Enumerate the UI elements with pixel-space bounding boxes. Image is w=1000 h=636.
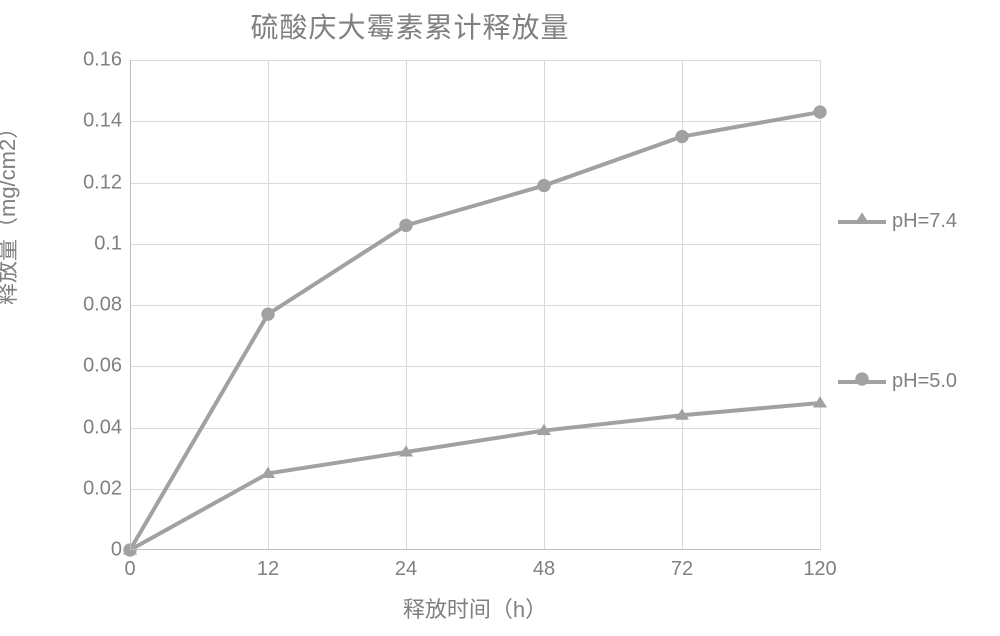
x-tick-label: 0	[124, 558, 135, 581]
series-line	[123, 105, 826, 556]
chart-title: 硫酸庆大霉素累计释放量	[0, 6, 820, 46]
legend: pH=7.4 pH=5.0	[838, 0, 998, 636]
legend-swatch	[838, 220, 886, 224]
circle-icon	[853, 370, 871, 394]
y-axis-line	[130, 60, 131, 550]
y-tick-label: 0.06	[42, 355, 122, 378]
y-tick-label: 0.14	[42, 110, 122, 133]
y-axis-title: 释放量（mg/cm2）	[0, 117, 22, 305]
y-tick-label: 0	[42, 539, 122, 562]
y-tick-label: 0.04	[42, 416, 122, 439]
y-tick-label: 0.1	[42, 232, 122, 255]
x-axis-line	[130, 549, 820, 550]
x-tick-label: 48	[533, 558, 555, 581]
legend-label: pH=7.4	[892, 210, 957, 233]
chart-container: 硫酸庆大霉素累计释放量 释放量（mg/cm2） 释放时间（h） pH=7.4pH…	[0, 0, 1000, 636]
x-tick-label: 120	[803, 558, 836, 581]
y-tick-label: 0.16	[42, 49, 122, 72]
legend-swatch	[838, 380, 886, 384]
x-tick-label: 72	[671, 558, 693, 581]
plot-area	[130, 60, 820, 550]
legend-item: pH=5.0	[838, 370, 957, 393]
triangle-icon	[853, 210, 871, 234]
chart-lines	[130, 60, 820, 550]
legend-label: pH=5.0	[892, 370, 957, 393]
legend-item: pH=7.4	[838, 210, 957, 233]
series-line	[123, 396, 827, 554]
x-axis-title: 释放时间（h）	[130, 592, 820, 624]
x-tick-label: 24	[395, 558, 417, 581]
gridline-v	[820, 60, 821, 550]
x-tick-label: 12	[257, 558, 279, 581]
y-tick-label: 0.12	[42, 171, 122, 194]
y-tick-label: 0.08	[42, 294, 122, 317]
y-tick-label: 0.02	[42, 477, 122, 500]
